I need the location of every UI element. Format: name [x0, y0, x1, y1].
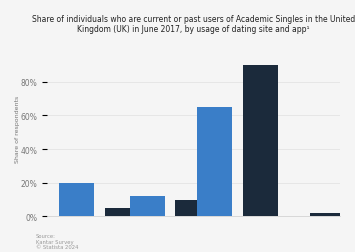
Bar	[310, 213, 345, 216]
Bar	[243, 66, 278, 216]
Bar	[105, 208, 140, 216]
Y-axis label: Share of respondents: Share of respondents	[15, 95, 20, 162]
Bar	[197, 108, 232, 216]
Bar	[175, 200, 211, 216]
Title: Share of individuals who are current or past users of Academic Singles in the Un: Share of individuals who are current or …	[32, 15, 355, 34]
Text: Source:
Kantar Survey
© Statista 2024: Source: Kantar Survey © Statista 2024	[36, 233, 78, 249]
Bar	[130, 196, 165, 216]
Bar	[59, 183, 94, 216]
